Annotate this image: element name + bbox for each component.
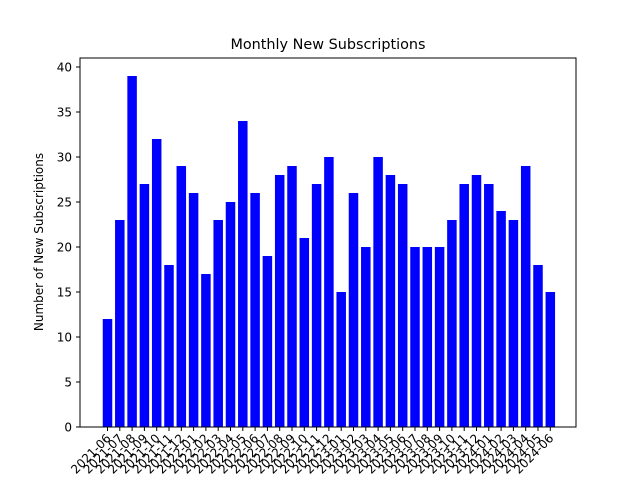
y-tick-label: 20: [57, 241, 72, 255]
bar-2024-01: [484, 184, 494, 427]
y-tick-label: 35: [57, 106, 72, 120]
chart-title: Monthly New Subscriptions: [230, 37, 425, 53]
bar-2024-03: [508, 220, 519, 427]
bar-2022-01: [188, 193, 199, 427]
bar-2023-11: [459, 184, 469, 427]
bar-2023-08: [422, 247, 433, 427]
bar-2022-04: [225, 202, 236, 427]
bar-2023-02: [348, 193, 359, 427]
bar-2021-09: [139, 184, 150, 427]
bar-2023-03: [361, 247, 371, 427]
y-tick-label: 10: [57, 331, 72, 345]
bar-2022-12: [324, 157, 334, 427]
bar-2024-05: [533, 265, 543, 427]
bar-2021-07: [115, 220, 125, 427]
y-tick-label: 25: [57, 196, 72, 210]
y-axis-ticks: 0 5 10 15 20 25 30 35 40: [57, 61, 80, 435]
bar-2022-11: [311, 184, 322, 427]
bar-2022-10: [299, 238, 310, 427]
bar-2022-09: [287, 166, 297, 427]
bar-2024-06: [545, 292, 556, 427]
y-axis-label: Number of New Subscriptions: [32, 153, 46, 331]
bar-2022-05: [238, 121, 248, 427]
bars-group: [102, 76, 556, 427]
bar-2021-10: [151, 139, 162, 427]
y-tick-label: 30: [57, 151, 72, 165]
plot-frame: [79, 57, 577, 428]
bar-2021-08: [127, 76, 137, 427]
bar-2023-10: [447, 220, 457, 427]
bar-2023-05: [385, 175, 396, 427]
bar-2021-11: [164, 265, 174, 427]
bar-2023-06: [397, 184, 408, 427]
bar-2023-04: [373, 157, 383, 427]
bar-2024-02: [496, 211, 506, 427]
y-tick-label: 5: [64, 376, 72, 390]
y-tick-label: 0: [64, 421, 72, 435]
bar-2023-07: [410, 247, 420, 427]
y-tick-label: 15: [57, 286, 72, 300]
bar-2023-01: [336, 292, 346, 427]
bar-2021-06: [102, 319, 113, 427]
bar-2022-03: [213, 220, 223, 427]
y-tick-label: 40: [57, 61, 72, 75]
bar-2021-12: [176, 166, 187, 427]
bar-2022-08: [274, 175, 285, 427]
bar-2024-04: [520, 166, 531, 427]
bar-2022-07: [262, 256, 273, 427]
bar-2022-06: [250, 193, 260, 427]
bar-2023-09: [434, 247, 445, 427]
bar-2022-02: [201, 274, 211, 427]
bar-2023-12: [471, 175, 482, 427]
x-axis-ticks: 2021-062021-072021-082021-092021-102021-…: [68, 427, 556, 477]
